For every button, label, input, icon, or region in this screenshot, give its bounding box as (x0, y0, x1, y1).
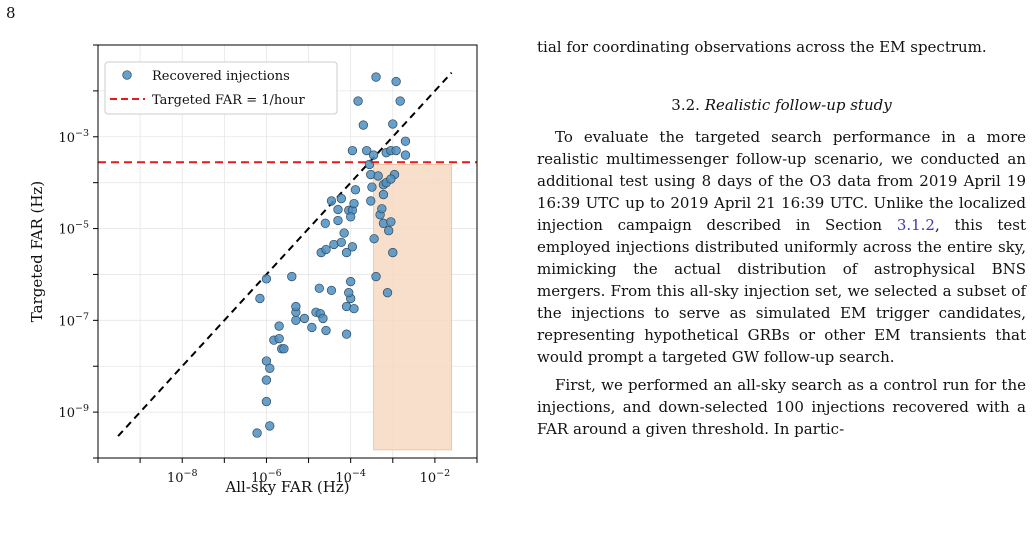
scatter-point (346, 212, 356, 222)
scatter-point (391, 145, 401, 156)
scatter-point (341, 247, 352, 258)
scatter-point (391, 76, 401, 87)
scatter-point (314, 283, 324, 293)
scatter-point (291, 315, 301, 325)
scatter-point (333, 204, 343, 215)
section-number: 3.2. (671, 96, 700, 114)
plot-frame (97, 44, 478, 459)
paragraph-continuation: tial for coordinating observations acros… (537, 38, 987, 56)
y-tick-label: 10−3 (58, 128, 89, 146)
scatter-point (378, 189, 389, 200)
scatter-point (341, 329, 352, 339)
text-column: tial for coordinating observations acros… (537, 36, 1026, 440)
scatter-point (265, 363, 275, 373)
far-comparison-figure: 10−8 10−6 10−4 10−210−910−710−510−3All-sky … (28, 44, 478, 496)
scatter-point (287, 271, 297, 282)
paragraph-text-part2: , this test employed injections distribu… (537, 216, 1026, 366)
y-tick-label: 10−9 (58, 403, 89, 421)
scatter-point (395, 96, 405, 106)
scatter-point (252, 428, 262, 438)
section-heading: 3.2. Realistic follow-up study (537, 94, 1026, 116)
scatter-point (358, 120, 368, 130)
scatter-point (349, 198, 359, 209)
legend-label-points: Recovered injections (152, 69, 290, 84)
scatter-point (255, 293, 265, 304)
scatter-point (349, 303, 359, 314)
scatter-point (336, 193, 346, 204)
scatter-point (326, 285, 337, 296)
scatter-point (326, 196, 337, 206)
legend-box (104, 61, 338, 115)
x-tick-label: 10−8 (167, 468, 198, 486)
scatter-point (388, 247, 398, 258)
legend-label-threshold: Targeted FAR = 1/hour (152, 93, 305, 108)
scatter-point (371, 271, 381, 282)
shaded-region (373, 164, 453, 451)
x-tick-label: 10−2 (420, 468, 451, 486)
scatter-point (307, 322, 317, 333)
scatter-point (279, 344, 289, 354)
scatter-point (336, 237, 346, 248)
paragraph-realistic-study: To evaluate the targeted search performa… (537, 126, 1026, 368)
scatter-point (265, 421, 275, 431)
section-title: Realistic follow-up study (704, 96, 892, 114)
diagonal-line (117, 71, 453, 437)
scatter-point (362, 145, 372, 156)
scatter-point (373, 171, 383, 181)
y-axis-label: Targeted FAR (Hz) (28, 181, 46, 322)
page-number: 8 (6, 4, 16, 22)
scatter-point (261, 396, 272, 407)
paragraph-all-sky-search: First, we performed an all-sky search as… (537, 376, 1026, 438)
section-reference-link[interactable]: 3.1.2 (896, 216, 935, 234)
scatter-point (366, 196, 376, 206)
scatter-point (299, 313, 310, 324)
scatter-point (377, 204, 387, 214)
scatter-point (333, 215, 343, 226)
scatter-point (320, 218, 330, 228)
scatter-point (261, 274, 272, 284)
scatter-point (346, 276, 356, 287)
scatter-point (350, 185, 361, 195)
scatter-point (388, 119, 398, 129)
scatter-point (274, 333, 284, 344)
scatter-point (386, 217, 396, 227)
scatter-point (347, 145, 358, 156)
scatter-point (318, 313, 328, 324)
scatter-point (321, 325, 331, 336)
scatter-point (367, 182, 377, 192)
scatter-point (347, 242, 358, 252)
scatter-point (400, 150, 411, 160)
scatter-point (291, 301, 301, 312)
scatter-point (368, 150, 379, 160)
legend-point-marker (122, 70, 132, 80)
scatter-point (369, 234, 379, 244)
scatter-point (274, 321, 284, 331)
scatter-point (382, 288, 393, 298)
scatter-point (353, 96, 363, 106)
x-axis-label: All-sky FAR (Hz) (224, 478, 349, 496)
scatter-point (339, 228, 349, 238)
y-tick-label: 10−5 (58, 220, 89, 238)
paragraph-text-part1: To evaluate the targeted search performa… (537, 128, 1026, 234)
scatter-point (261, 375, 272, 385)
scatter-point (371, 72, 381, 82)
scatter-point (384, 226, 394, 236)
scatter-point (400, 136, 411, 146)
y-tick-label: 10−7 (58, 311, 89, 329)
scatter-point (344, 288, 354, 298)
scatter-point (386, 174, 396, 184)
scatter-point (321, 244, 331, 255)
